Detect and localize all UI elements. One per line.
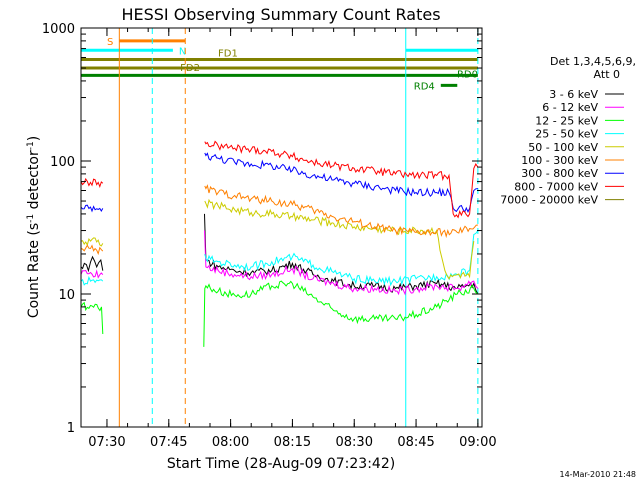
series-line-4-seg-0 bbox=[80, 237, 104, 247]
series-line-0-seg-0 bbox=[80, 255, 104, 273]
chart-title: HESSI Observing Summary Count Rates bbox=[121, 5, 440, 24]
legend-header-detectors: Det 1,3,4,5,6,9, bbox=[550, 55, 636, 68]
legend-label-3: 25 - 50 keV bbox=[535, 128, 598, 141]
series-line-5-seg-0 bbox=[80, 244, 104, 256]
legend-label-5: 100 - 300 keV bbox=[521, 154, 598, 167]
plot-frame bbox=[80, 27, 483, 428]
timestamp: 14-Mar-2010 21:48 bbox=[560, 470, 637, 479]
x-tick-label-4: 08:30 bbox=[336, 435, 373, 450]
x-tick-label-2: 08:00 bbox=[212, 435, 249, 450]
mode-bar-label-rd4: RD4 bbox=[414, 81, 435, 92]
legend-label-7: 800 - 7000 keV bbox=[514, 180, 598, 193]
mode-bar-label-n: N bbox=[179, 46, 186, 57]
series-lines bbox=[80, 140, 479, 347]
series-line-1-seg-0 bbox=[80, 269, 104, 279]
y-tick-label-2: 100 bbox=[50, 155, 75, 170]
y-tick-label-0: 1 bbox=[67, 421, 75, 436]
mode-bar-label-s: S bbox=[107, 37, 113, 48]
series-line-1-seg-1 bbox=[204, 230, 479, 296]
series-line-2-seg-1 bbox=[203, 280, 479, 347]
x-axis-label: Start Time (28-Aug-09 07:23:42) bbox=[167, 456, 395, 472]
series-line-3-seg-1 bbox=[204, 230, 479, 287]
legend-label-2: 12 - 25 keV bbox=[535, 114, 598, 127]
series-line-2-seg-0 bbox=[80, 301, 104, 335]
legend-label-0: 3 - 6 keV bbox=[549, 88, 598, 101]
observing-mode-bars: S N FD1 FD2 RD0 RD4 bbox=[81, 37, 478, 92]
legend-label-6: 300 - 800 keV bbox=[521, 167, 598, 180]
series-line-7-seg-1 bbox=[204, 140, 479, 219]
y-tick-label-1: 10 bbox=[58, 288, 75, 303]
y-axis-label: Count Rate (s-1 detector-1) bbox=[26, 136, 42, 318]
mode-bar-label-fd2: FD2 bbox=[180, 63, 200, 74]
x-tick-label-6: 09:00 bbox=[459, 435, 496, 450]
series-line-0-seg-1 bbox=[204, 213, 479, 295]
axis-ticks: 07:30 07:45 08:00 08:15 08:30 08:45 09:00 1 10 10… bbox=[42, 22, 497, 450]
legend-label-4: 50 - 100 keV bbox=[528, 141, 598, 154]
y-tick-label-3: 1000 bbox=[42, 22, 75, 37]
series-line-3-seg-0 bbox=[80, 275, 104, 286]
legend-header-attenuator: Att 0 bbox=[594, 68, 620, 81]
x-tick-label-3: 08:15 bbox=[274, 435, 311, 450]
x-tick-label-5: 08:45 bbox=[397, 435, 434, 450]
legend-label-1: 6 - 12 keV bbox=[542, 101, 598, 114]
series-line-6-seg-0 bbox=[80, 204, 104, 213]
x-tick-label-1: 07:45 bbox=[150, 435, 187, 450]
series-line-6-seg-1 bbox=[204, 152, 478, 213]
mode-bar-label-rd0: RD0 bbox=[457, 69, 478, 80]
x-tick-label-0: 07:30 bbox=[88, 435, 125, 450]
series-line-5-seg-1 bbox=[204, 184, 478, 239]
legend-label-8: 7000 - 20000 keV bbox=[500, 194, 598, 207]
mode-bar-label-fd1: FD1 bbox=[218, 48, 238, 59]
